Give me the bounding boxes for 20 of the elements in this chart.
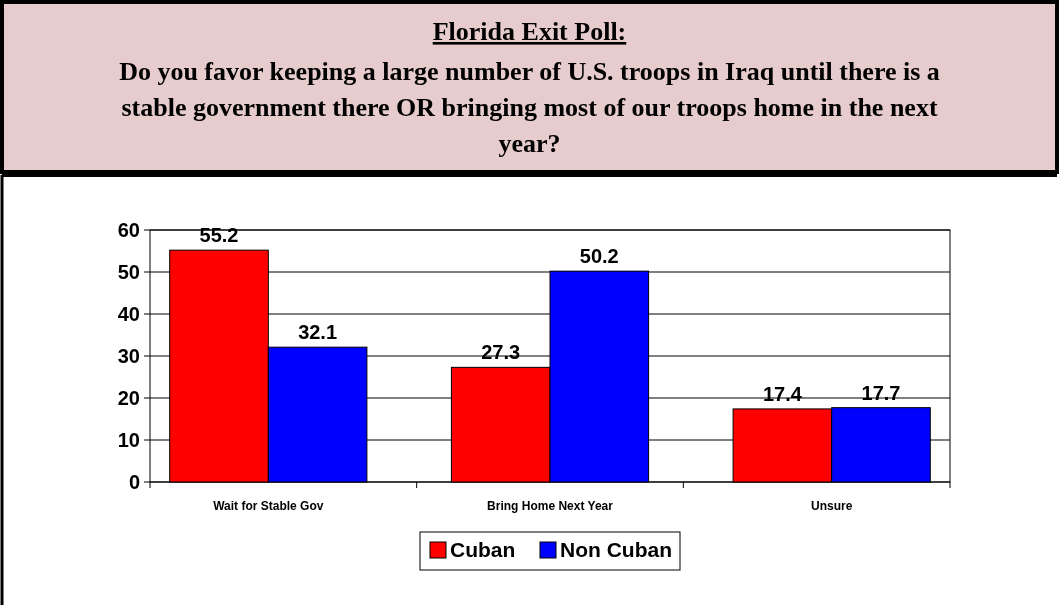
chart-title: Florida Exit Poll: xyxy=(432,17,627,46)
x-tick-label: Unsure xyxy=(811,499,853,513)
y-tick-label: 60 xyxy=(117,219,140,241)
data-label: 32.1 xyxy=(298,321,338,344)
y-tick-label: 20 xyxy=(117,387,140,409)
data-label: 50.2 xyxy=(579,245,619,268)
data-label: 17.4 xyxy=(762,382,803,405)
chart-subtitle: Do you favor keeping a large number of U.S. troops in Iraq until there is a stable government there OR bringing most of our troops home in the next year? xyxy=(119,57,940,158)
y-tick-label: 30 xyxy=(117,345,140,367)
x-tick-label: Bring Home Next Year xyxy=(487,499,614,513)
y-tick-label: 10 xyxy=(117,429,140,451)
data-label: 17.7 xyxy=(861,381,901,404)
y-tick-label: 0 xyxy=(128,471,140,493)
data-label: 27.3 xyxy=(481,341,521,364)
legend-label: Cuban xyxy=(450,538,516,562)
data-label: 55.2 xyxy=(199,224,239,247)
y-tick-label: 40 xyxy=(117,303,140,325)
legend-label: Non Cuban xyxy=(560,538,672,562)
y-tick-label: 50 xyxy=(117,261,140,283)
x-tick-label: Wait for Stable Gov xyxy=(213,499,324,513)
